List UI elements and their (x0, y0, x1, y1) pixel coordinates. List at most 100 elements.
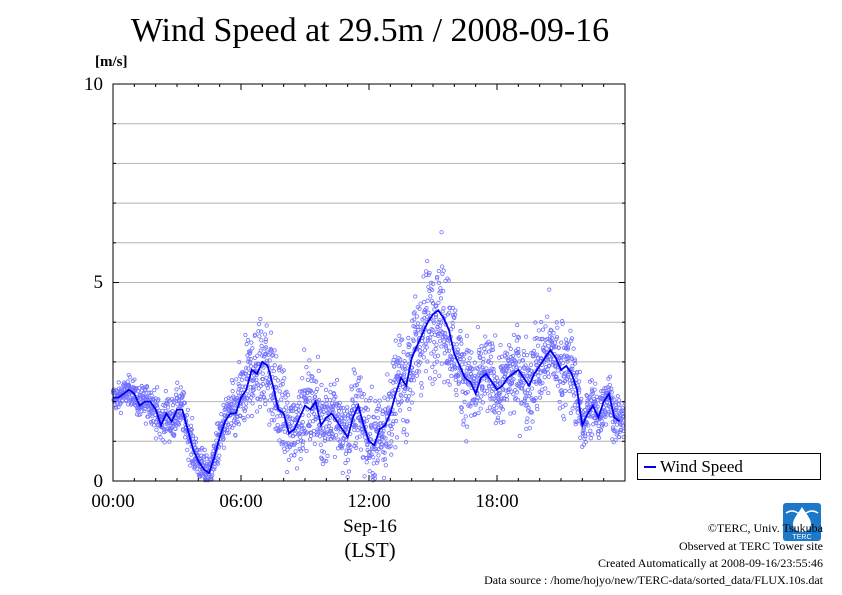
data-point (332, 382, 337, 387)
data-point (149, 410, 154, 415)
data-point (303, 431, 308, 436)
data-point (476, 410, 481, 416)
data-point (342, 416, 347, 421)
data-point (422, 348, 427, 353)
series-line-wind-speed (113, 309, 621, 475)
data-point (248, 364, 254, 369)
data-point (589, 432, 595, 437)
data-point (397, 364, 402, 369)
data-point (309, 374, 314, 379)
data-point (301, 439, 306, 444)
data-point (397, 342, 402, 347)
data-point (259, 338, 264, 343)
data-point (158, 435, 163, 440)
data-point (560, 319, 565, 324)
data-point (132, 377, 137, 382)
data-point (428, 335, 433, 340)
data-point (565, 347, 570, 352)
data-point (264, 358, 270, 363)
data-point (472, 397, 477, 402)
data-point (235, 414, 240, 419)
data-point (524, 419, 529, 425)
data-point (607, 387, 612, 392)
data-point (431, 301, 436, 306)
data-point (228, 425, 233, 430)
data-point (414, 331, 419, 336)
data-point (225, 422, 231, 427)
data-point (273, 375, 278, 381)
data-point (199, 445, 205, 451)
data-point (431, 281, 436, 286)
data-point (501, 397, 507, 402)
data-point (373, 446, 379, 452)
data-point (529, 351, 534, 356)
data-point (391, 419, 396, 424)
data-point (532, 336, 537, 341)
data-point (573, 361, 578, 366)
data-point (383, 463, 388, 468)
data-point (435, 324, 440, 329)
data-point (402, 371, 407, 376)
data-point (305, 377, 311, 382)
data-point (588, 428, 593, 433)
data-point (344, 409, 350, 414)
data-point (439, 361, 444, 366)
data-point (524, 373, 529, 378)
data-point (536, 377, 542, 383)
data-point (297, 400, 302, 405)
data-point (233, 433, 238, 438)
data-point (421, 310, 426, 315)
data-point (304, 430, 309, 435)
data-point (536, 328, 541, 333)
data-point (514, 382, 519, 387)
data-point (533, 396, 538, 401)
data-point (321, 450, 327, 455)
data-point (450, 367, 455, 372)
data-point (476, 350, 482, 355)
data-point (521, 381, 526, 386)
data-point (285, 469, 290, 475)
data-point (418, 301, 423, 306)
data-point (356, 378, 361, 384)
data-point (339, 446, 344, 451)
data-point (457, 354, 462, 360)
data-point (298, 435, 303, 440)
data-point (488, 354, 493, 359)
data-point (165, 405, 171, 410)
data-point (478, 364, 483, 369)
data-point (549, 335, 554, 340)
data-point (549, 328, 554, 333)
data-point (589, 378, 594, 383)
data-point (341, 408, 347, 413)
footer-source: Data source : /home/hojyo/new/TERC-data/… (484, 573, 823, 587)
data-point (475, 324, 481, 330)
data-point (401, 427, 407, 432)
data-point (583, 439, 588, 445)
data-point (436, 280, 442, 286)
data-point (562, 417, 567, 422)
data-point (590, 391, 596, 396)
data-point (531, 348, 537, 354)
data-point (274, 354, 279, 359)
data-point (428, 294, 433, 299)
data-point (495, 383, 500, 388)
data-point (463, 414, 468, 419)
data-point (531, 351, 536, 356)
data-point (570, 363, 575, 369)
y-axis-unit-label: [m/s] (95, 54, 128, 70)
data-point (495, 418, 500, 423)
logo-text: TERC (792, 534, 811, 541)
data-point (419, 393, 424, 398)
data-point (368, 396, 373, 401)
data-point (142, 406, 148, 412)
data-point (454, 392, 459, 398)
data-point (315, 386, 320, 392)
data-point (340, 443, 345, 448)
data-point (480, 400, 485, 405)
data-point (371, 455, 376, 460)
data-point (446, 338, 451, 343)
data-point (123, 398, 128, 403)
data-point (578, 435, 583, 440)
data-point (178, 385, 183, 390)
data-point (371, 415, 377, 420)
